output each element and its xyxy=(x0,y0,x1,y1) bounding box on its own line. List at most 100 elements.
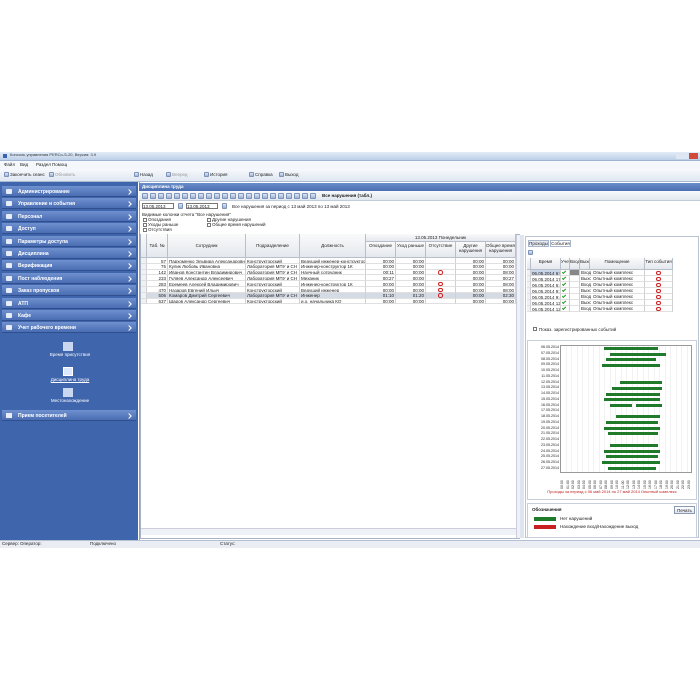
column-header[interactable]: Тип события xyxy=(645,258,673,270)
menu-bar xyxy=(0,161,700,169)
column-header[interactable]: Уход раньше xyxy=(396,242,426,258)
table-cell: Кулик Любовь Ивановна xyxy=(168,263,246,270)
column-header[interactable]: Должность xyxy=(300,234,366,258)
sidebar-item[interactable]: Время присутствия xyxy=(49,352,91,357)
table-cell: Конструкторский xyxy=(246,258,300,264)
menu-item[interactable]: Вид xyxy=(20,162,29,167)
toolbar-button[interactable]: Назад xyxy=(140,172,153,177)
checkbox[interactable] xyxy=(533,327,537,331)
table-cell: 00:00 xyxy=(486,258,516,264)
table-cell xyxy=(645,282,673,288)
toolbar-button[interactable]: Обновить xyxy=(55,172,76,177)
tool-icon[interactable] xyxy=(166,193,172,199)
sidebar-section[interactable]: Администрирование xyxy=(2,186,136,197)
menu-item[interactable]: Файл xyxy=(4,162,16,167)
tab[interactable]: События xyxy=(550,240,571,247)
column-header[interactable]: Выход xyxy=(580,258,590,270)
tool-icon[interactable] xyxy=(278,193,284,199)
column-header[interactable]: Помещение xyxy=(590,258,645,270)
tool-icon[interactable] xyxy=(238,193,244,199)
column-header[interactable]: Общее время нарушения xyxy=(486,242,516,258)
table-cell: 00:27 xyxy=(366,275,396,282)
print-button[interactable]: Печать xyxy=(674,506,695,514)
column-header[interactable]: Учет xyxy=(561,258,570,270)
tool-icon[interactable] xyxy=(150,193,156,199)
table-cell: Гуляев Александр Алексеевич xyxy=(168,275,246,282)
sidebar-section[interactable]: Дисциплина xyxy=(2,248,136,259)
tool-icon[interactable] xyxy=(294,193,300,199)
column-header[interactable]: Время xyxy=(531,258,561,270)
column-header[interactable]: Другие нарушения xyxy=(456,242,486,258)
tool-icon[interactable] xyxy=(190,193,196,199)
table-cell: 00:00 xyxy=(396,269,426,276)
table-cell: Конструкторский xyxy=(246,298,300,305)
tool-icon[interactable] xyxy=(222,193,228,199)
table-cell: Инженер-конструктор 1К xyxy=(300,263,366,270)
column-header[interactable]: Таб. № xyxy=(147,234,168,258)
tool-icon[interactable] xyxy=(286,193,292,199)
table-cell xyxy=(580,276,645,282)
tool-icon[interactable] xyxy=(214,193,220,199)
sidebar-section[interactable]: Персонал xyxy=(2,210,136,222)
toolbar-button[interactable]: Выход xyxy=(285,172,299,177)
sidebar-section[interactable]: Параметры доступа xyxy=(2,235,136,247)
sidebar-section[interactable]: Кафе xyxy=(2,310,136,321)
tool-icon[interactable] xyxy=(262,193,268,199)
date-to[interactable]: 13.05.2013 xyxy=(186,203,218,209)
tool-icon[interactable] xyxy=(174,193,180,199)
checkbox[interactable] xyxy=(143,222,147,227)
tool-icon[interactable] xyxy=(310,193,316,199)
column-header[interactable]: Подразделение xyxy=(246,234,300,258)
sidebar-section[interactable]: Заказ пропусков xyxy=(2,285,136,297)
checkbox[interactable] xyxy=(143,227,147,232)
tool-icon[interactable] xyxy=(254,193,260,199)
tool-icon[interactable] xyxy=(302,193,308,199)
gantt-date-label: 15.05.2014 xyxy=(541,396,559,401)
gantt-hour-label: 12:00 xyxy=(626,480,630,489)
tool-icon[interactable] xyxy=(230,193,236,199)
menu-item[interactable]: Разделы xyxy=(36,162,51,167)
window-controls[interactable] xyxy=(676,153,698,159)
column-header[interactable]: Отсутствие xyxy=(426,242,456,258)
checkbox[interactable] xyxy=(207,222,211,227)
tab[interactable]: Проходы xyxy=(528,240,549,247)
sidebar-section[interactable]: Верификация xyxy=(2,260,136,272)
sidebar-section[interactable]: Пост наблюдения xyxy=(2,272,136,284)
tool-icon[interactable] xyxy=(142,193,148,199)
table-cell: 08:00 xyxy=(486,281,516,287)
column-header[interactable]: Вход xyxy=(570,258,580,270)
checkbox[interactable] xyxy=(207,217,211,222)
room-cell: Опытный комплекс xyxy=(593,282,634,287)
checkbox-label: Уходы раньше xyxy=(148,222,179,227)
table-cell: Научный сотрудник xyxy=(300,269,366,276)
sidebar-section[interactable]: Управление и события xyxy=(2,198,136,210)
column-header[interactable]: Опоздание xyxy=(366,242,396,258)
checkbox[interactable] xyxy=(143,217,147,222)
date-from[interactable]: 13.05.2013 xyxy=(142,203,174,209)
tool-icon[interactable] xyxy=(158,193,164,199)
toolbar-button[interactable]: Справка xyxy=(255,172,273,177)
tool-icon[interactable] xyxy=(270,193,276,199)
row-header-corner xyxy=(527,258,531,270)
report-selector[interactable]: Все нарушения (табл.) xyxy=(322,193,373,198)
sidebar-section[interactable]: Прием посетителей xyxy=(2,410,136,421)
sidebar-section[interactable]: Доступ xyxy=(2,223,136,235)
gantt-hour-label: 22:00 xyxy=(681,480,685,489)
column-header[interactable]: Сотрудник xyxy=(168,234,246,258)
table-row[interactable] xyxy=(141,292,516,299)
tool-icon[interactable] xyxy=(528,250,533,255)
toolbar-button[interactable]: Закончить сеанс xyxy=(10,172,45,177)
sidebar-section[interactable]: Учет рабочего времени xyxy=(2,322,136,334)
sidebar-item[interactable]: Местонахождение xyxy=(50,398,90,403)
toolbar-button[interactable]: Вперед xyxy=(172,172,188,177)
legend-label: Нахождение вход/Нахождение выход xyxy=(560,524,639,529)
menu-item[interactable]: Помощь xyxy=(52,162,67,167)
tool-icon[interactable] xyxy=(182,193,188,199)
tool-icon[interactable] xyxy=(246,193,252,199)
sidebar-item[interactable]: Дисциплина труда xyxy=(50,377,90,382)
tool-icon[interactable] xyxy=(206,193,212,199)
sidebar-section[interactable]: АТП xyxy=(2,297,136,309)
table-cell: Инженер xyxy=(300,292,366,299)
toolbar-button[interactable]: История xyxy=(210,172,228,177)
tool-icon[interactable] xyxy=(198,193,204,199)
